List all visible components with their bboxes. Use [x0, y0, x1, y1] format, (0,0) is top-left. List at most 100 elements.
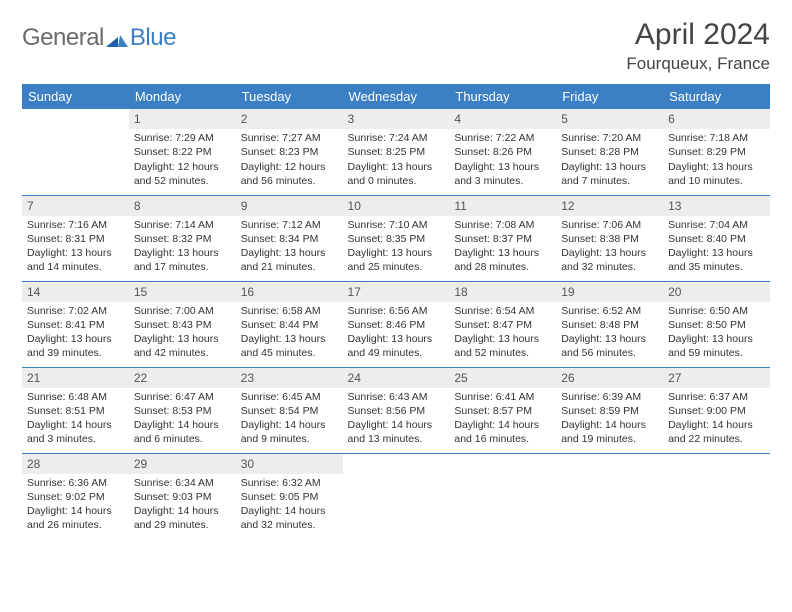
sunrise-text: Sunrise: 6:43 AM [348, 390, 445, 404]
day-number: 3 [343, 109, 450, 129]
weekday-header: Monday [129, 84, 236, 109]
day-number: 5 [556, 109, 663, 129]
day-number: 15 [129, 282, 236, 302]
calendar-cell: 9Sunrise: 7:12 AMSunset: 8:34 PMDaylight… [236, 195, 343, 281]
daylight-text: Daylight: 14 hours and 29 minutes. [134, 504, 231, 532]
calendar-cell: 1Sunrise: 7:29 AMSunset: 8:22 PMDaylight… [129, 109, 236, 195]
sunset-text: Sunset: 8:57 PM [454, 404, 551, 418]
sunset-text: Sunset: 8:43 PM [134, 318, 231, 332]
calendar-cell: 26Sunrise: 6:39 AMSunset: 8:59 PMDayligh… [556, 367, 663, 453]
day-number: 12 [556, 196, 663, 216]
calendar-cell: 16Sunrise: 6:58 AMSunset: 8:44 PMDayligh… [236, 281, 343, 367]
weekday-header: Tuesday [236, 84, 343, 109]
logo-text-general: General [22, 24, 104, 52]
daylight-text: Daylight: 13 hours and 3 minutes. [454, 160, 551, 188]
logo: General Blue [22, 18, 176, 52]
calendar-cell: 18Sunrise: 6:54 AMSunset: 8:47 PMDayligh… [449, 281, 556, 367]
calendar-cell: 19Sunrise: 6:52 AMSunset: 8:48 PMDayligh… [556, 281, 663, 367]
sunset-text: Sunset: 8:40 PM [668, 232, 765, 246]
daylight-text: Daylight: 14 hours and 3 minutes. [27, 418, 124, 446]
day-number: 27 [663, 368, 770, 388]
calendar-cell: 5Sunrise: 7:20 AMSunset: 8:28 PMDaylight… [556, 109, 663, 195]
day-number: 11 [449, 196, 556, 216]
sunrise-text: Sunrise: 6:45 AM [241, 390, 338, 404]
calendar-row: 21Sunrise: 6:48 AMSunset: 8:51 PMDayligh… [22, 367, 770, 453]
weekday-header: Saturday [663, 84, 770, 109]
sunset-text: Sunset: 8:54 PM [241, 404, 338, 418]
day-number: 24 [343, 368, 450, 388]
logo-mark-icon [106, 29, 128, 47]
daylight-text: Daylight: 13 hours and 28 minutes. [454, 246, 551, 274]
calendar-cell: 15Sunrise: 7:00 AMSunset: 8:43 PMDayligh… [129, 281, 236, 367]
daylight-text: Daylight: 13 hours and 45 minutes. [241, 332, 338, 360]
sunrise-text: Sunrise: 6:36 AM [27, 476, 124, 490]
day-number: 17 [343, 282, 450, 302]
day-number: 16 [236, 282, 343, 302]
daylight-text: Daylight: 13 hours and 52 minutes. [454, 332, 551, 360]
daylight-text: Daylight: 14 hours and 9 minutes. [241, 418, 338, 446]
sunrise-text: Sunrise: 6:32 AM [241, 476, 338, 490]
day-number: 29 [129, 454, 236, 474]
calendar-row: 28Sunrise: 6:36 AMSunset: 9:02 PMDayligh… [22, 453, 770, 539]
daylight-text: Daylight: 14 hours and 13 minutes. [348, 418, 445, 446]
sunrise-text: Sunrise: 6:47 AM [134, 390, 231, 404]
day-number: 28 [22, 454, 129, 474]
sunrise-text: Sunrise: 7:06 AM [561, 218, 658, 232]
calendar-cell: 14Sunrise: 7:02 AMSunset: 8:41 PMDayligh… [22, 281, 129, 367]
day-number: 4 [449, 109, 556, 129]
daylight-text: Daylight: 14 hours and 32 minutes. [241, 504, 338, 532]
sunset-text: Sunset: 8:26 PM [454, 145, 551, 159]
day-number: 2 [236, 109, 343, 129]
sunrise-text: Sunrise: 7:18 AM [668, 131, 765, 145]
sunrise-text: Sunrise: 6:50 AM [668, 304, 765, 318]
calendar-cell: 10Sunrise: 7:10 AMSunset: 8:35 PMDayligh… [343, 195, 450, 281]
sunset-text: Sunset: 8:37 PM [454, 232, 551, 246]
daylight-text: Daylight: 13 hours and 10 minutes. [668, 160, 765, 188]
header: General Blue April 2024 Fourqueux, Franc… [22, 18, 770, 74]
daylight-text: Daylight: 13 hours and 49 minutes. [348, 332, 445, 360]
sunset-text: Sunset: 8:48 PM [561, 318, 658, 332]
logo-text-blue: Blue [130, 24, 176, 52]
sunrise-text: Sunrise: 6:34 AM [134, 476, 231, 490]
daylight-text: Daylight: 13 hours and 39 minutes. [27, 332, 124, 360]
sunset-text: Sunset: 8:50 PM [668, 318, 765, 332]
calendar-cell [343, 453, 450, 539]
daylight-text: Daylight: 14 hours and 19 minutes. [561, 418, 658, 446]
sunrise-text: Sunrise: 6:56 AM [348, 304, 445, 318]
calendar-cell: 6Sunrise: 7:18 AMSunset: 8:29 PMDaylight… [663, 109, 770, 195]
day-number: 13 [663, 196, 770, 216]
daylight-text: Daylight: 13 hours and 0 minutes. [348, 160, 445, 188]
daylight-text: Daylight: 13 hours and 59 minutes. [668, 332, 765, 360]
sunset-text: Sunset: 8:51 PM [27, 404, 124, 418]
day-number: 6 [663, 109, 770, 129]
calendar-cell: 28Sunrise: 6:36 AMSunset: 9:02 PMDayligh… [22, 453, 129, 539]
calendar-cell: 3Sunrise: 7:24 AMSunset: 8:25 PMDaylight… [343, 109, 450, 195]
daylight-text: Daylight: 14 hours and 26 minutes. [27, 504, 124, 532]
daylight-text: Daylight: 13 hours and 14 minutes. [27, 246, 124, 274]
sunset-text: Sunset: 8:59 PM [561, 404, 658, 418]
sunset-text: Sunset: 8:22 PM [134, 145, 231, 159]
weekday-header: Sunday [22, 84, 129, 109]
sunrise-text: Sunrise: 7:20 AM [561, 131, 658, 145]
day-number: 18 [449, 282, 556, 302]
day-number: 26 [556, 368, 663, 388]
daylight-text: Daylight: 12 hours and 56 minutes. [241, 160, 338, 188]
day-number: 20 [663, 282, 770, 302]
calendar-cell: 22Sunrise: 6:47 AMSunset: 8:53 PMDayligh… [129, 367, 236, 453]
weekday-header: Wednesday [343, 84, 450, 109]
sunset-text: Sunset: 8:25 PM [348, 145, 445, 159]
day-number: 14 [22, 282, 129, 302]
sunset-text: Sunset: 8:31 PM [27, 232, 124, 246]
calendar-cell: 30Sunrise: 6:32 AMSunset: 9:05 PMDayligh… [236, 453, 343, 539]
sunset-text: Sunset: 8:41 PM [27, 318, 124, 332]
calendar-cell: 29Sunrise: 6:34 AMSunset: 9:03 PMDayligh… [129, 453, 236, 539]
sunrise-text: Sunrise: 6:37 AM [668, 390, 765, 404]
location: Fourqueux, France [626, 54, 770, 74]
day-number: 23 [236, 368, 343, 388]
sunset-text: Sunset: 8:46 PM [348, 318, 445, 332]
day-number: 22 [129, 368, 236, 388]
sunrise-text: Sunrise: 6:41 AM [454, 390, 551, 404]
daylight-text: Daylight: 13 hours and 25 minutes. [348, 246, 445, 274]
calendar-cell [449, 453, 556, 539]
calendar-cell: 24Sunrise: 6:43 AMSunset: 8:56 PMDayligh… [343, 367, 450, 453]
